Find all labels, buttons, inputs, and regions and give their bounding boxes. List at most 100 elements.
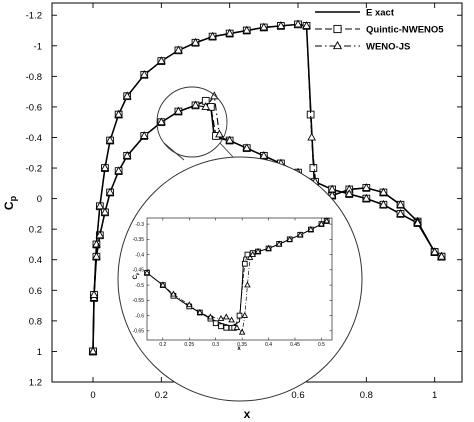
inset-data-point: [241, 260, 248, 267]
y-tick-label: 0.2: [29, 225, 42, 236]
series-line: [92, 23, 442, 352]
data-point: [122, 150, 132, 159]
data-point: [396, 209, 405, 217]
y-tick-label: -0.4: [26, 133, 42, 144]
data-point: [139, 131, 149, 139]
data-point: [201, 102, 211, 110]
data-point: [157, 56, 166, 65]
data-point: [95, 230, 105, 239]
data-point: [379, 199, 388, 208]
inset-series: [143, 217, 330, 335]
y-tick-label: -0.2: [26, 164, 42, 175]
inset-data-point: [159, 281, 167, 288]
inset-data-point: [286, 235, 293, 242]
inset-data-point: [249, 250, 256, 257]
x-tick-label: 0: [90, 390, 95, 401]
zoom-indicator: [156, 86, 234, 161]
data-point: [208, 31, 217, 40]
legend: E xact Quintic-NWENO5 WENO-JS: [315, 8, 444, 53]
inset-x-tick-label: 0.3: [212, 342, 219, 348]
y-tick-label: 1.2: [29, 378, 42, 389]
y-tick-label: 0.4: [29, 255, 42, 266]
inset-x-axis-label: x: [237, 346, 241, 352]
x-tick-label: 1: [432, 390, 437, 401]
data-point: [362, 193, 371, 202]
inset-data-point: [246, 253, 254, 260]
inset-data-point: [275, 240, 283, 247]
inset-zoom: 0.2 0.25 0.3 0.35 0.4 0.45 0.5 -0.65 -0.6 -0.55 -0…: [117, 156, 363, 402]
data-point: [88, 346, 98, 355]
y-axis-label-subscript: p: [8, 195, 18, 201]
inset-data-point: [297, 231, 304, 238]
data-point: [122, 91, 132, 100]
y-axis-label: Cp: [2, 195, 18, 210]
inset-x-tick-label: 0.2: [159, 342, 166, 348]
data-point: [379, 187, 388, 196]
data-point: [191, 100, 200, 109]
legend-marker: [333, 24, 342, 34]
inset-y-axis-label-main: C: [133, 274, 139, 279]
y-tick-label: 0.6: [29, 286, 42, 297]
inset-y-tick-label: -0.3: [135, 222, 144, 228]
inset-y-axis-label: Cp: [133, 272, 140, 279]
inset-data-point: [244, 281, 251, 288]
inset-data-point: [238, 328, 246, 335]
data-point: [437, 251, 446, 260]
data-point: [139, 69, 149, 78]
data-point: [225, 28, 234, 37]
data-point: [307, 132, 316, 141]
data-point: [302, 21, 311, 29]
legend-marker: [332, 40, 343, 50]
inset-data-point: [228, 316, 235, 323]
data-point: [276, 21, 286, 29]
inset-x-tick-label: 0.4: [265, 342, 272, 348]
inset-data-point: [212, 320, 219, 327]
data-point: [327, 184, 337, 193]
data-point: [105, 187, 115, 196]
data-point: [215, 129, 224, 138]
data-point: [95, 201, 105, 210]
x-tick-label: 0.2: [155, 390, 168, 401]
inset-data-point: [236, 312, 243, 319]
data-point: [174, 106, 183, 115]
inset-axes: 0.2 0.25 0.3 0.35 0.4 0.45 0.5 -0.65 -0.6 -0.55 -0…: [133, 217, 333, 348]
x-tick-label: 0.8: [360, 390, 373, 401]
inset-x-tick-label: 0.5: [318, 342, 325, 348]
y-tick-label: -1: [34, 41, 42, 52]
inset-data-point: [233, 324, 241, 331]
inset-x-tick-label: 0.35: [237, 342, 247, 348]
y-tick-label: -0.6: [26, 102, 42, 113]
zoom-source-circle: [156, 86, 228, 158]
inset-data-point: [254, 247, 262, 254]
inset-plot: 0.2 0.25 0.3 0.35 0.4 0.45 0.5 -0.65 -0.6 -0.55 -0…: [133, 217, 333, 352]
data-point: [259, 150, 269, 159]
data-point: [362, 183, 371, 191]
inset-data-point: [186, 301, 193, 308]
data-point: [100, 207, 110, 216]
inset-y-tick-label: -0.45: [133, 268, 145, 274]
legend-label: Quintic-NWENO5: [366, 25, 444, 36]
zoom-connector-right: [219, 142, 234, 158]
y-tick-label: 0.8: [29, 316, 42, 327]
y-tick-label: 1: [37, 347, 42, 358]
main-plot-area: [88, 19, 446, 356]
inset-data-point: [218, 323, 224, 330]
data-point: [293, 19, 303, 28]
inset-data-point: [223, 313, 230, 320]
inset-x-tick-label: 0.25: [184, 342, 194, 348]
data-point: [344, 189, 354, 198]
data-point: [430, 247, 439, 256]
data-point: [92, 251, 101, 260]
y-tick-label: -1.2: [26, 11, 42, 22]
axis-labels: x Cp: [2, 195, 251, 421]
inset-x-tick-label: 0.45: [290, 342, 300, 348]
data-point: [413, 218, 422, 227]
inset-y-tick-label: -0.5: [135, 283, 144, 289]
inset-data-point: [196, 308, 204, 315]
data-point: [225, 135, 234, 144]
legend-label: E xact: [366, 8, 395, 19]
y-tick-label: 0: [37, 194, 42, 205]
inset-data-point: [170, 290, 177, 297]
data-point: [105, 135, 115, 144]
